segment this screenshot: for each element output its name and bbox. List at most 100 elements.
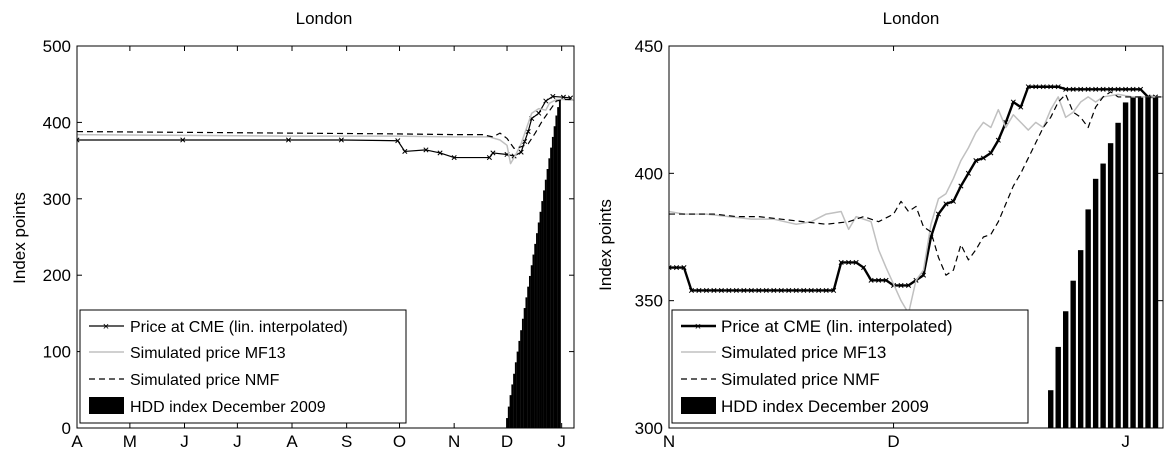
left-legend: × Price at CME (lin. interpolated) Simul… (79, 309, 407, 424)
cme-point-marker (831, 287, 837, 294)
x-tick-label: O (393, 432, 406, 451)
left-legend-label-hdd: HDD index December 2009 (130, 399, 326, 416)
cme-point-marker (437, 150, 443, 156)
cme-point-marker (793, 287, 799, 294)
right-legend-box (671, 309, 1029, 424)
right-legend-item-cme: × Price at CME (lin. interpolated) (681, 317, 952, 336)
left-plot-area (77, 93, 574, 428)
x-tick-label: A (71, 432, 83, 451)
y-tick-label: 0 (62, 419, 71, 438)
cme-point-marker (696, 287, 702, 294)
hdd-bar (1092, 178, 1100, 428)
cme-point-marker (1010, 99, 1016, 105)
y-tick-label: 300 (43, 190, 71, 209)
cme-point-marker (423, 147, 429, 153)
hdd-bar (518, 340, 521, 428)
cme-point-marker (816, 287, 822, 294)
x-tick-label: D (887, 432, 899, 451)
right-legend-label-cme: Price at CME (lin. interpolated) (721, 317, 952, 336)
hdd-bar (509, 395, 512, 428)
cme-point-marker (338, 137, 344, 143)
cme-point-marker (1025, 84, 1031, 90)
cme-point-marker (1040, 84, 1046, 90)
hdd-bar (1062, 310, 1070, 428)
hdd-bar (534, 243, 537, 428)
right-plot-area (669, 84, 1163, 428)
cme-point-marker (861, 265, 867, 271)
cme-point-marker (883, 277, 889, 283)
cme-point-marker (1108, 86, 1114, 92)
hdd-bar (1069, 279, 1077, 428)
hdd-bar (553, 126, 556, 428)
cme-point-marker (669, 265, 672, 271)
right-panel: London Index points 300 350 400 450 N D J × P… (596, 9, 1164, 451)
x-tick-label: J (180, 432, 189, 451)
cme-point-marker (876, 277, 882, 283)
right-legend-label-hdd: HDD index December 2009 (721, 397, 929, 416)
cme-point-marker (180, 137, 186, 143)
right-legend-item-mf13: Simulated price MF13 (681, 343, 886, 362)
cme-point-marker (681, 265, 687, 271)
left-legend-label-cme: Price at CME (lin. interpolated) (130, 319, 348, 336)
nmf-line (669, 91, 1163, 276)
hdd-bar (1077, 249, 1085, 428)
x-tick-label: S (341, 432, 352, 451)
cme-point-marker (935, 211, 942, 217)
cme-point-marker (550, 93, 556, 99)
hdd-bar (1137, 96, 1145, 428)
hdd-bar (536, 233, 538, 428)
hdd-bar (558, 99, 561, 428)
hdd-bar (523, 308, 526, 428)
cme-point-marker (920, 272, 927, 278)
hdd-bar (1129, 96, 1137, 428)
hdd-bar (1054, 346, 1062, 428)
right-legend-item-nmf: Simulated price NMF (681, 370, 880, 389)
cme-point-marker (1115, 86, 1121, 92)
y-tick-label: 200 (43, 266, 71, 285)
cme-price-line (77, 95, 571, 159)
cme-point-marker (973, 158, 979, 164)
cme-point-marker (402, 148, 408, 154)
y-tick-label: 400 (43, 113, 71, 132)
right-legend: × Price at CME (lin. interpolated) Simul… (671, 309, 1029, 424)
y-tick-label: 450 (635, 37, 663, 56)
hdd-bar (555, 115, 558, 428)
right-chart-title: London (883, 9, 940, 28)
right-legend-label-nmf: Simulated price NMF (721, 370, 880, 389)
hdd-bar (546, 169, 549, 428)
cme-point-marker (950, 198, 956, 204)
cme-point-marker (868, 277, 874, 283)
cme-point-marker (486, 154, 492, 161)
cme-point-marker (1137, 86, 1144, 92)
cme-point-marker (756, 287, 762, 294)
cme-point-marker (988, 150, 994, 156)
left-legend-label-mf13: Simulated price MF13 (130, 345, 286, 362)
cme-point-marker (688, 287, 695, 294)
cme-point-marker (995, 137, 1001, 143)
cme-point-marker (711, 287, 717, 294)
cme-point-marker (518, 149, 524, 155)
hdd-bar (1114, 122, 1122, 428)
cme-point-marker (958, 183, 964, 189)
left-y-ticks: 0 100 200 300 400 500 (43, 37, 574, 438)
left-legend-item-cme: × Price at CME (lin. interpolated) (89, 319, 348, 336)
hdd-bar (551, 136, 554, 428)
cme-point-marker (943, 201, 949, 207)
mf13-line (77, 98, 574, 165)
hdd-bar (539, 211, 542, 428)
mf13-line (669, 93, 1163, 315)
left-legend-item-nmf: Simulated price NMF (89, 372, 280, 389)
x-tick-label: J (233, 432, 242, 451)
hdd-bar (1152, 96, 1160, 428)
cme-point-marker (748, 287, 754, 294)
x-tick-label: D (501, 432, 513, 451)
hdd-bar (520, 330, 523, 428)
cme-point-marker (1123, 86, 1129, 92)
hdd-bar (557, 107, 560, 428)
right-legend-item-hdd: HDD index December 2009 (681, 397, 929, 416)
hdd-bar (514, 362, 517, 428)
left-legend-box (79, 309, 407, 424)
hdd-bar (550, 147, 553, 428)
